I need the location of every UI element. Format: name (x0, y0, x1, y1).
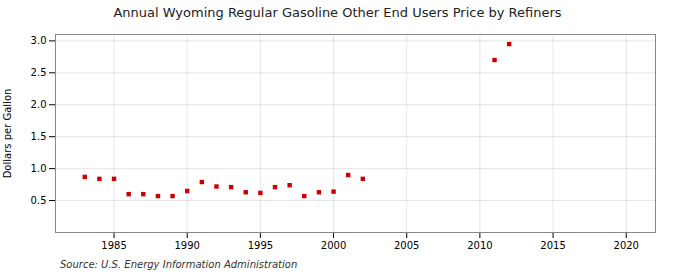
svg-text:1.0: 1.0 (31, 163, 47, 174)
svg-text:2020: 2020 (614, 240, 639, 251)
svg-text:1990: 1990 (174, 240, 199, 251)
svg-text:2010: 2010 (467, 240, 492, 251)
svg-text:3.0: 3.0 (31, 35, 47, 46)
svg-text:1.5: 1.5 (31, 131, 47, 142)
svg-text:0.5: 0.5 (31, 195, 47, 206)
svg-text:2.5: 2.5 (31, 67, 47, 78)
svg-text:2000: 2000 (321, 240, 346, 251)
html-text:Source: U.S. Energy Informatio: Source: U.S. Energy Information Administ… (60, 259, 298, 270)
svg-text:2005: 2005 (394, 240, 419, 251)
svg-text:1995: 1995 (248, 240, 273, 251)
svg-text:2.0: 2.0 (31, 99, 47, 110)
svg-text:2015: 2015 (540, 240, 565, 251)
svg-text:1985: 1985 (101, 240, 126, 251)
svg-text:Dollars per Gallon: Dollars per Gallon (2, 89, 13, 179)
html-text:Annual Wyoming Regular Gasolin: Annual Wyoming Regular Gasoline Other En… (113, 5, 562, 20)
